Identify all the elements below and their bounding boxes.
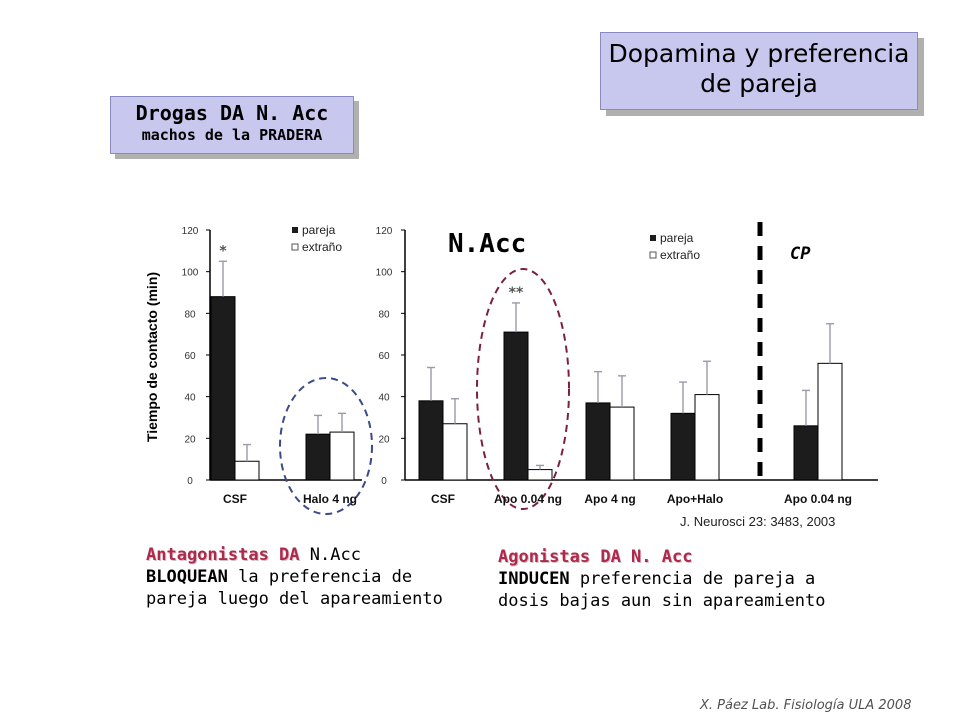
bar-pareja	[305, 433, 331, 481]
bar-pareja	[585, 402, 611, 481]
highlight-ellipse-apo	[476, 268, 570, 510]
title-line1: Dopamina y preferencia	[608, 39, 910, 68]
legend-label-extrano: extraño	[660, 248, 700, 262]
x-tick-label: Apo 0.04 ng	[784, 492, 852, 506]
x-tick-label: Apo 4 ng	[584, 492, 635, 506]
legend-swatch-extrano	[649, 251, 657, 259]
bar-extrano	[329, 431, 355, 481]
footer-credit: X. Páez Lab. Fisiología ULA 2008	[700, 698, 912, 713]
antagonists-line3: pareja luego del apareamiento	[146, 589, 443, 609]
legend-label-extrano: extraño	[302, 240, 342, 254]
bar-pareja	[418, 400, 444, 481]
x-tick-label: Apo+Halo	[667, 492, 723, 506]
antagonists-highlight: Antagonistas DA	[146, 545, 300, 565]
bar-pareja	[670, 412, 696, 481]
y-tick-label: 40	[378, 393, 390, 404]
bar-pareja	[793, 425, 819, 481]
y-tick-label: 100	[182, 268, 199, 279]
legend-label-pareja: pareja	[302, 223, 336, 237]
highlight-ellipse-halo	[279, 377, 373, 515]
bar-pareja	[210, 296, 236, 481]
subtitle-line1: Drogas DA N. Acc	[135, 101, 329, 125]
y-tick-label: 40	[184, 393, 196, 404]
agonists-verb: INDUCEN	[498, 569, 570, 589]
annotation-nacc: N.Acc	[448, 229, 526, 259]
agonists-line3: dosis bajas aun sin apareamiento	[498, 591, 826, 611]
subtitle-box: Drogas DA N. Acc machos de la PRADERA	[110, 96, 354, 154]
legend-swatch-pareja	[292, 227, 298, 233]
bar-extrano	[817, 362, 843, 481]
agonists-text: Agonistas DA N. Acc INDUCEN preferencia …	[498, 546, 858, 612]
y-tick-label: 0	[381, 476, 387, 487]
antagonists-text: Antagonistas DA N.Acc BLOQUEAN la prefer…	[146, 544, 466, 610]
y-tick-label: 60	[184, 351, 196, 362]
annotation-cp: CP	[790, 244, 811, 264]
significance-marker: **	[509, 285, 524, 301]
antagonists-location: N.Acc	[299, 545, 361, 565]
y-tick-label: 80	[378, 309, 390, 320]
citation: J. Neurosci 23: 3483, 2003	[680, 514, 836, 529]
bar-extrano	[442, 423, 468, 481]
y-tick-label: 0	[187, 476, 193, 487]
subtitle-line2: machos de la PRADERA	[141, 126, 323, 144]
legend-swatch-extrano	[291, 243, 299, 251]
y-axis-label: Tiempo de contacto (min)	[144, 272, 160, 442]
significance-marker: *	[219, 243, 227, 259]
y-tick-label: 60	[378, 351, 390, 362]
title-box: Dopamina y preferencia de pareja	[600, 32, 918, 110]
y-tick-label: 80	[184, 309, 196, 320]
y-tick-label: 100	[376, 268, 393, 279]
x-tick-label: CSF	[223, 492, 247, 506]
x-tick-label: CSF	[431, 492, 455, 506]
agonists-highlight: Agonistas DA N. Acc	[498, 547, 693, 567]
y-tick-label: 120	[182, 226, 199, 237]
y-tick-label: 20	[184, 434, 196, 445]
x-tick-label: Halo 4 ng	[303, 492, 357, 506]
agonists-line2: preferencia de pareja a	[569, 569, 816, 589]
y-tick-label: 120	[376, 226, 393, 237]
bar-extrano	[694, 394, 720, 481]
legend-swatch-pareja	[650, 235, 656, 241]
x-tick-label: Apo 0.04 ng	[494, 492, 562, 506]
antagonists-verb: BLOQUEAN	[146, 567, 228, 587]
bar-extrano	[609, 406, 635, 481]
y-tick-label: 20	[378, 434, 390, 445]
bar-extrano	[527, 469, 553, 481]
title-line2: de pareja	[700, 69, 818, 98]
bar-extrano	[234, 460, 260, 481]
legend-label-pareja: pareja	[660, 231, 694, 245]
antagonists-line2: la preferencia de	[227, 567, 413, 587]
bar-pareja	[503, 331, 529, 481]
